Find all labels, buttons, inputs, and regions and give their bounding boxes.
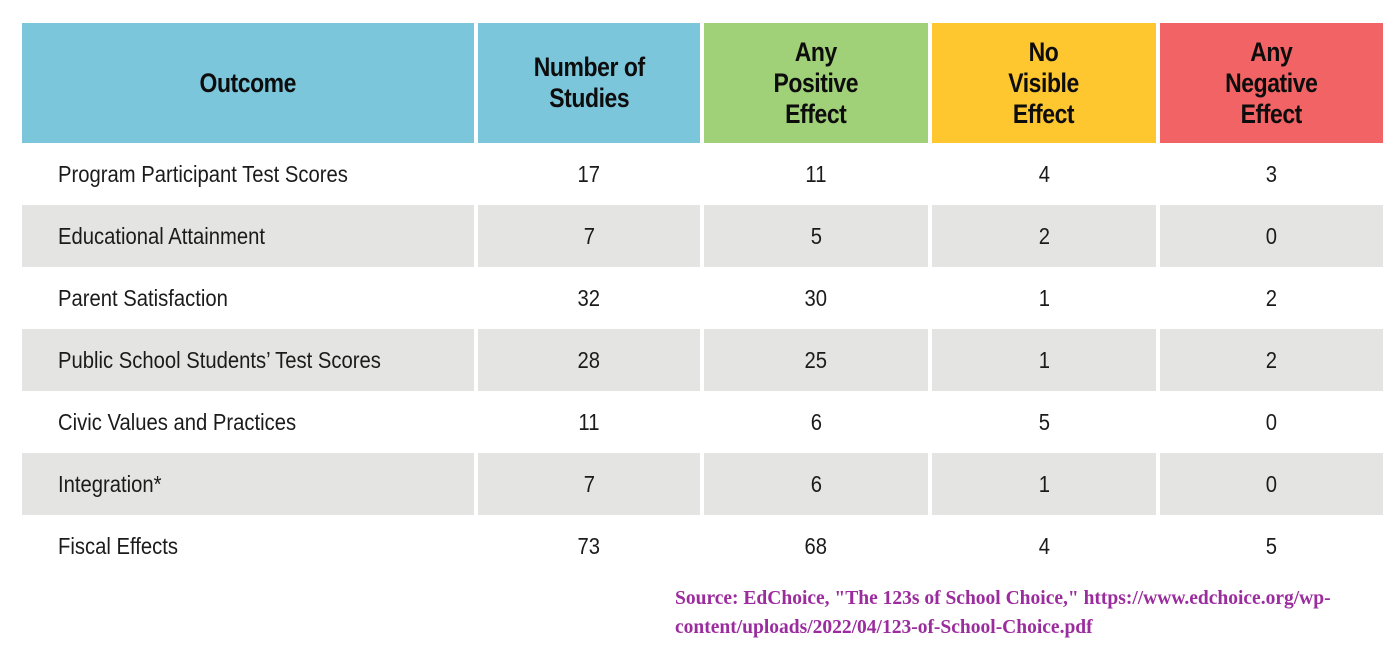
any-positive-effect-value: 5 — [810, 222, 822, 249]
any-positive-effect-cell: 6 — [704, 391, 928, 453]
no-visible-effect-value: 1 — [1038, 470, 1050, 497]
any-negative-effect-cell: 2 — [1160, 329, 1383, 391]
any-negative-effect-cell: 5 — [1160, 515, 1383, 577]
column-header-number-of-studies: Number of Studies — [478, 23, 700, 143]
any-negative-effect-cell: 0 — [1160, 205, 1383, 267]
no-visible-effect-value: 4 — [1038, 532, 1050, 559]
any-negative-effect-cell: 2 — [1160, 267, 1383, 329]
number-of-studies-cell: 32 — [478, 267, 700, 329]
outcome-label: Educational Attainment — [58, 222, 266, 249]
outcomes-table: Outcome Number of Studies Any Positive E… — [22, 23, 1383, 577]
source-note: Source: EdChoice, "The 123s of School Ch… — [675, 588, 1331, 638]
number-of-studies-cell: 73 — [478, 515, 700, 577]
number-of-studies-cell: 11 — [478, 391, 700, 453]
no-visible-effect-value: 5 — [1038, 408, 1050, 435]
no-visible-effect-cell: 1 — [932, 453, 1156, 515]
any-negative-effect-value: 2 — [1265, 284, 1278, 311]
column-header-any-negative-effect-label: Any Negative Effect — [1225, 36, 1318, 129]
table-row: Fiscal Effects 73 68 4 5 — [22, 515, 1383, 577]
column-header-no-visible-effect: No Visible Effect — [932, 23, 1156, 143]
outcome-label: Civic Values and Practices — [58, 408, 297, 435]
outcome-cell: Integration* — [22, 453, 474, 515]
any-positive-effect-value: 25 — [804, 346, 828, 373]
outcome-cell: Civic Values and Practices — [22, 391, 474, 453]
outcome-label: Integration* — [58, 470, 162, 497]
number-of-studies-value: 7 — [583, 470, 595, 497]
column-header-outcome-label: Outcome — [199, 67, 297, 98]
no-visible-effect-cell: 2 — [932, 205, 1156, 267]
any-negative-effect-cell: 3 — [1160, 143, 1383, 205]
outcome-cell: Educational Attainment — [22, 205, 474, 267]
any-positive-effect-cell: 6 — [704, 453, 928, 515]
outcome-label: Parent Satisfaction — [58, 284, 228, 311]
no-visible-effect-cell: 5 — [932, 391, 1156, 453]
number-of-studies-value: 17 — [577, 160, 601, 187]
any-positive-effect-value: 11 — [805, 160, 827, 187]
column-header-number-of-studies-label: Number of Studies — [533, 52, 645, 113]
column-header-any-negative-effect: Any Negative Effect — [1160, 23, 1383, 143]
table-row: Civic Values and Practices 11 6 5 0 — [22, 391, 1383, 453]
no-visible-effect-cell: 4 — [932, 515, 1156, 577]
no-visible-effect-value: 4 — [1038, 160, 1050, 187]
any-negative-effect-value: 0 — [1265, 470, 1278, 497]
column-header-outcome: Outcome — [22, 23, 474, 143]
any-positive-effect-cell: 11 — [704, 143, 928, 205]
number-of-studies-value: 11 — [578, 408, 600, 435]
table-header-row: Outcome Number of Studies Any Positive E… — [22, 23, 1383, 143]
outcome-label: Public School Students’ Test Scores — [58, 346, 381, 373]
number-of-studies-cell: 17 — [478, 143, 700, 205]
any-negative-effect-value: 5 — [1265, 532, 1278, 559]
no-visible-effect-value: 1 — [1038, 346, 1050, 373]
any-positive-effect-value: 6 — [810, 408, 822, 435]
no-visible-effect-cell: 1 — [932, 329, 1156, 391]
table-row: Educational Attainment 7 5 2 0 — [22, 205, 1383, 267]
any-positive-effect-value: 6 — [810, 470, 822, 497]
any-positive-effect-value: 30 — [804, 284, 828, 311]
no-visible-effect-value: 1 — [1038, 284, 1050, 311]
outcome-label: Fiscal Effects — [58, 532, 178, 559]
any-negative-effect-value: 2 — [1265, 346, 1278, 373]
column-header-any-positive-effect-label: Any Positive Effect — [773, 36, 859, 129]
table-row: Public School Students’ Test Scores 28 2… — [22, 329, 1383, 391]
no-visible-effect-cell: 4 — [932, 143, 1156, 205]
any-positive-effect-cell: 30 — [704, 267, 928, 329]
table-row: Program Participant Test Scores 17 11 4 … — [22, 143, 1383, 205]
table-row: Parent Satisfaction 32 30 1 2 — [22, 267, 1383, 329]
any-negative-effect-value: 3 — [1265, 160, 1278, 187]
outcome-label: Program Participant Test Scores — [58, 160, 348, 187]
any-negative-effect-cell: 0 — [1160, 391, 1383, 453]
column-header-any-positive-effect: Any Positive Effect — [704, 23, 928, 143]
number-of-studies-value: 7 — [583, 222, 595, 249]
number-of-studies-cell: 7 — [478, 205, 700, 267]
table-row: Integration* 7 6 1 0 — [22, 453, 1383, 515]
number-of-studies-value: 32 — [577, 284, 601, 311]
any-negative-effect-value: 0 — [1265, 222, 1278, 249]
outcome-cell: Parent Satisfaction — [22, 267, 474, 329]
any-positive-effect-value: 68 — [804, 532, 828, 559]
outcome-cell: Program Participant Test Scores — [22, 143, 474, 205]
no-visible-effect-value: 2 — [1038, 222, 1050, 249]
any-negative-effect-cell: 0 — [1160, 453, 1383, 515]
outcome-cell: Fiscal Effects — [22, 515, 474, 577]
number-of-studies-value: 73 — [577, 532, 601, 559]
any-positive-effect-cell: 25 — [704, 329, 928, 391]
number-of-studies-cell: 7 — [478, 453, 700, 515]
number-of-studies-cell: 28 — [478, 329, 700, 391]
outcome-cell: Public School Students’ Test Scores — [22, 329, 474, 391]
no-visible-effect-cell: 1 — [932, 267, 1156, 329]
any-positive-effect-cell: 68 — [704, 515, 928, 577]
any-positive-effect-cell: 5 — [704, 205, 928, 267]
column-header-no-visible-effect-label: No Visible Effect — [1008, 36, 1080, 129]
any-negative-effect-value: 0 — [1265, 408, 1278, 435]
number-of-studies-value: 28 — [577, 346, 601, 373]
